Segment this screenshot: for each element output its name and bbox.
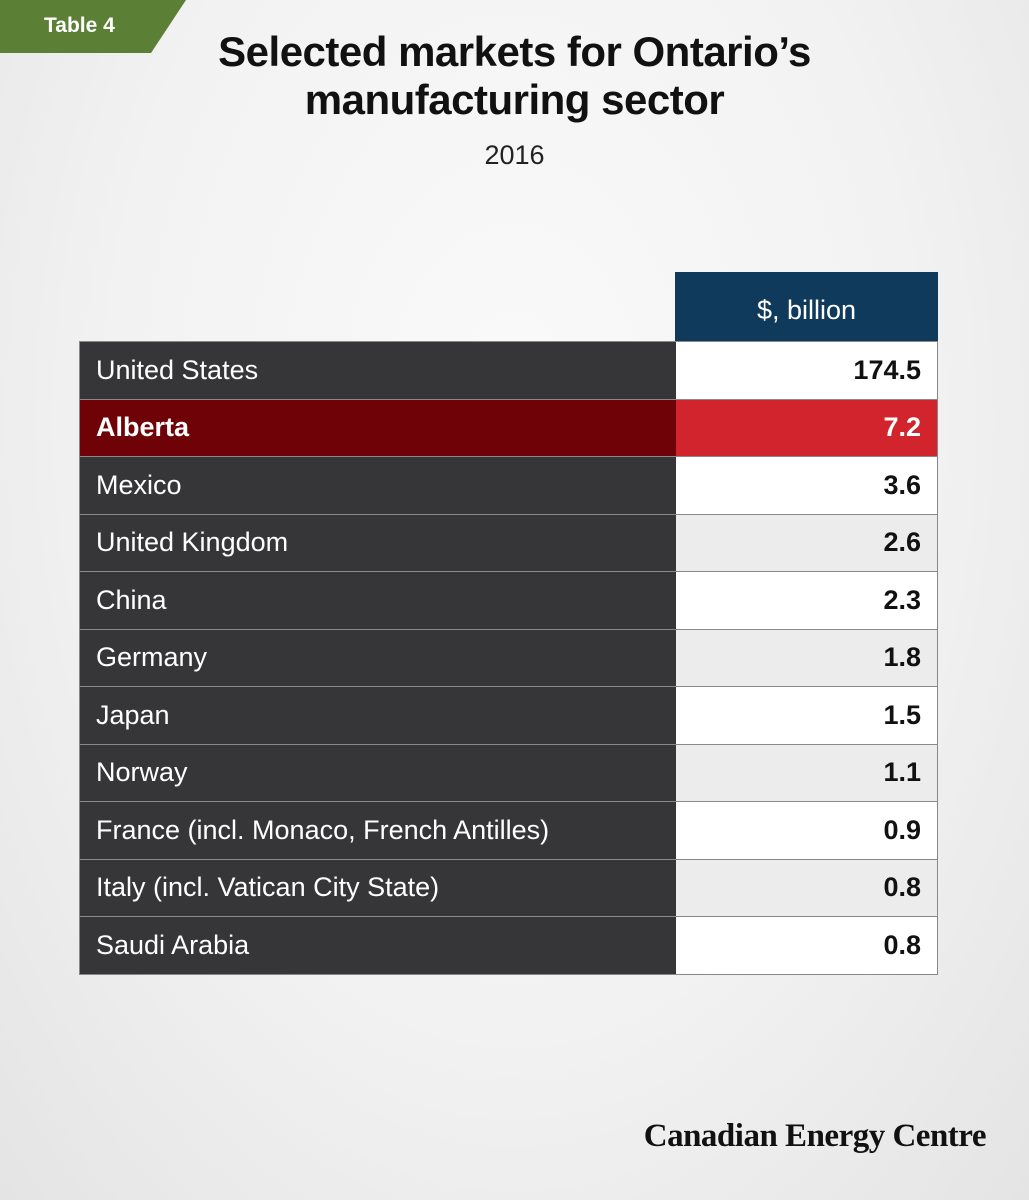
table-row: United Kingdom 2.6 [80, 513, 937, 571]
table-row: China 2.3 [80, 571, 937, 629]
table-row: Germany 1.8 [80, 628, 937, 686]
table-row: Alberta 7.2 [80, 398, 937, 456]
brand-logo: Canadian Energy Centre [643, 1118, 987, 1154]
row-label: Japan [80, 687, 676, 744]
row-value: 2.6 [676, 514, 937, 571]
row-label: Norway [80, 744, 676, 801]
row-value: 7.2 [676, 399, 937, 456]
table-number-tag: Table 4 [0, 0, 186, 53]
row-value: 174.5 [676, 342, 937, 399]
row-label: United States [80, 342, 676, 399]
row-label: Italy (incl. Vatican City State) [80, 859, 676, 916]
row-value: 0.8 [676, 917, 937, 974]
table-row: Italy (incl. Vatican City State) 0.8 [80, 858, 937, 916]
table-number-label: Table 4 [44, 14, 115, 37]
row-value: 3.6 [676, 457, 937, 514]
table-row: United States 174.5 [80, 341, 937, 399]
title-line-1: Selected markets for Ontario’s [218, 28, 811, 75]
row-label: Saudi Arabia [80, 917, 676, 974]
row-value: 1.5 [676, 687, 937, 744]
row-value: 1.8 [676, 629, 937, 686]
title-line-2: manufacturing sector [304, 76, 725, 123]
table-row: France (incl. Monaco, French Antilles) 0.… [80, 801, 937, 859]
table-row: Norway 1.1 [80, 743, 937, 801]
row-value: 1.1 [676, 744, 937, 801]
row-label: Alberta [80, 399, 676, 456]
chart-subtitle: 2016 [484, 140, 545, 170]
row-value: 2.3 [676, 572, 937, 629]
chart-title: Selected markets for Ontario’s manufactu… [0, 28, 1029, 124]
row-label: France (incl. Monaco, French Antilles) [80, 802, 676, 859]
row-label: Germany [80, 629, 676, 686]
column-header: $, billion [675, 272, 938, 342]
row-label: China [80, 572, 676, 629]
table-row: Japan 1.5 [80, 686, 937, 744]
table-row: Mexico 3.6 [80, 456, 937, 514]
table-row: Saudi Arabia 0.8 [80, 916, 937, 974]
row-value: 0.9 [676, 802, 937, 859]
row-value: 0.8 [676, 859, 937, 916]
row-label: United Kingdom [80, 514, 676, 571]
data-table: United States 174.5 Alberta 7.2 Mexico 3.6 Uni… [79, 341, 938, 975]
row-label: Mexico [80, 457, 676, 514]
